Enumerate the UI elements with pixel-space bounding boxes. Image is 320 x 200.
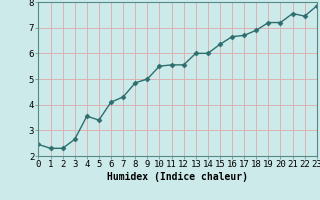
X-axis label: Humidex (Indice chaleur): Humidex (Indice chaleur) — [107, 172, 248, 182]
